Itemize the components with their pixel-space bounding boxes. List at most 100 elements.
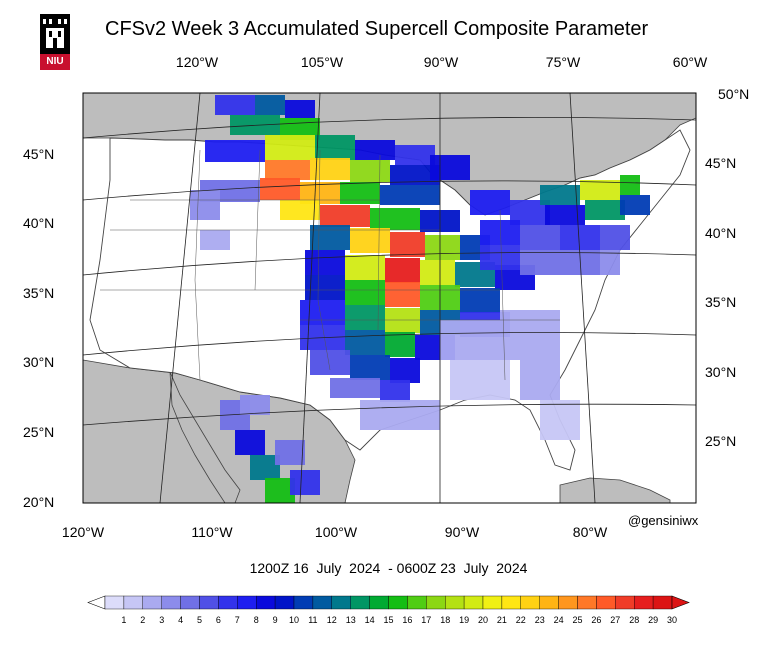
colorbar-tick-label: 24 [554,615,564,625]
scp-cell [390,232,425,257]
colorbar-swatch [634,595,654,610]
scp-cell [330,378,380,398]
scp-cell [540,400,580,440]
scp-cell [350,228,390,253]
colorbar-swatch [463,595,484,610]
scp-cell [520,225,560,250]
colorbar-tick-label: 9 [273,615,278,625]
scp-cell [345,305,385,330]
left-lat-label-5: 20°N [23,494,55,510]
niu-logo: NIU [40,14,70,70]
colorbar-tick-label: 13 [346,615,356,625]
colorbar-swatch [615,595,635,610]
scp-cell [390,165,440,185]
colorbar-tick-label: 5 [197,615,202,625]
scp-cell [345,255,385,280]
scp-cell [305,275,345,300]
top-lon-label-3: 75°W [545,54,581,70]
colorbar-swatch [577,595,597,610]
scp-cell [620,175,640,195]
right-lat-label-1: 45°N [705,155,737,171]
colorbar-swatch [369,595,389,610]
scp-cell [600,250,620,275]
colorbar-swatch [558,595,578,610]
scp-cell [300,182,340,204]
colorbar-tick-label: 12 [327,615,337,625]
colorbar-swatch [350,595,370,610]
top-lon-label-4: 60°W [672,54,708,70]
colorbar-swatch [407,595,427,610]
cuba-land [559,477,671,503]
colorbar-tick-label: 23 [535,615,545,625]
colorbar-swatch [237,595,257,610]
colorbar-swatch [445,595,465,610]
niu-logo-graphic [40,14,70,70]
logo-text: NIU [46,56,64,67]
scp-cell [310,350,350,375]
scp-cell [200,230,230,250]
colorbar-tick-label: 6 [216,615,221,625]
scp-cell [560,225,600,250]
right-lat-label-2: 40°N [705,225,737,241]
scp-cell [350,160,390,182]
scp-field [190,95,650,503]
colorbar-swatch [180,595,200,610]
colorbar-tick-label: 19 [459,615,469,625]
scp-cell [580,180,620,200]
scp-cell [190,190,220,220]
colorbar-swatch [218,595,238,610]
right-lat-label-4: 30°N [705,364,737,380]
map-title: CFSv2 Week 3 Accumulated Supercell Compo… [105,18,649,40]
colorbar: 1 2 3 4 5 6 7 8 9 10 11 12 13 14 15 16 17 18 19 20 21 22 23 24 2… [87,595,690,625]
valid-period: 1200Z 16 July 2024 - 0600Z 23 July 2024 [249,560,528,576]
colorbar-swatch [199,595,219,610]
left-lat-label-3: 30°N [23,354,55,370]
scp-cell [440,320,500,360]
scp-cell [385,282,420,307]
scp-cell [240,395,270,415]
bottom-lon-label-1: 110°W [191,524,233,540]
author-credit: @gensiniwx [628,513,699,528]
scp-cell [350,355,390,380]
colorbar-tick-label: 4 [178,615,183,625]
scp-cell [345,280,385,305]
scp-cell [280,200,320,220]
baja-land [169,371,241,503]
scp-cell [545,205,585,225]
scp-cell [620,195,650,215]
scp-cell [265,135,315,160]
colorbar-swatch [274,595,295,610]
scp-cell [345,330,385,355]
colorbar-swatch [520,595,540,610]
scp-cell [480,220,520,245]
colorbar-tick-label: 18 [440,615,450,625]
scp-cell [520,360,560,400]
colorbar-swatch [482,595,503,610]
scp-cell [300,300,345,325]
scp-cell [430,155,470,180]
scp-cell [585,200,625,220]
scp-cell [235,430,265,455]
colorbar-swatch [596,595,616,610]
scp-cell [385,332,415,357]
colorbar-swatch [312,595,332,610]
scp-cell [450,360,510,400]
scp-cell [390,358,420,383]
colorbar-swatch [426,595,446,610]
scp-cell [340,182,380,204]
colorbar-tick-label: 28 [629,615,639,625]
colorbar-tick-label: 27 [610,615,620,625]
scp-cell [425,235,460,260]
scp-cell [290,470,320,495]
scp-cell [255,95,285,115]
colorbar-swatch [256,595,276,610]
scp-cell [380,185,440,205]
colorbar-tick-label: 8 [254,615,259,625]
scp-cell [355,140,395,160]
colorbar-tick-label: 2 [140,615,145,625]
scp-cell [385,308,420,333]
colorbar-swatch [161,595,181,610]
colorbar-tick-label: 16 [402,615,412,625]
colorbar-tick-label: 30 [667,615,677,625]
